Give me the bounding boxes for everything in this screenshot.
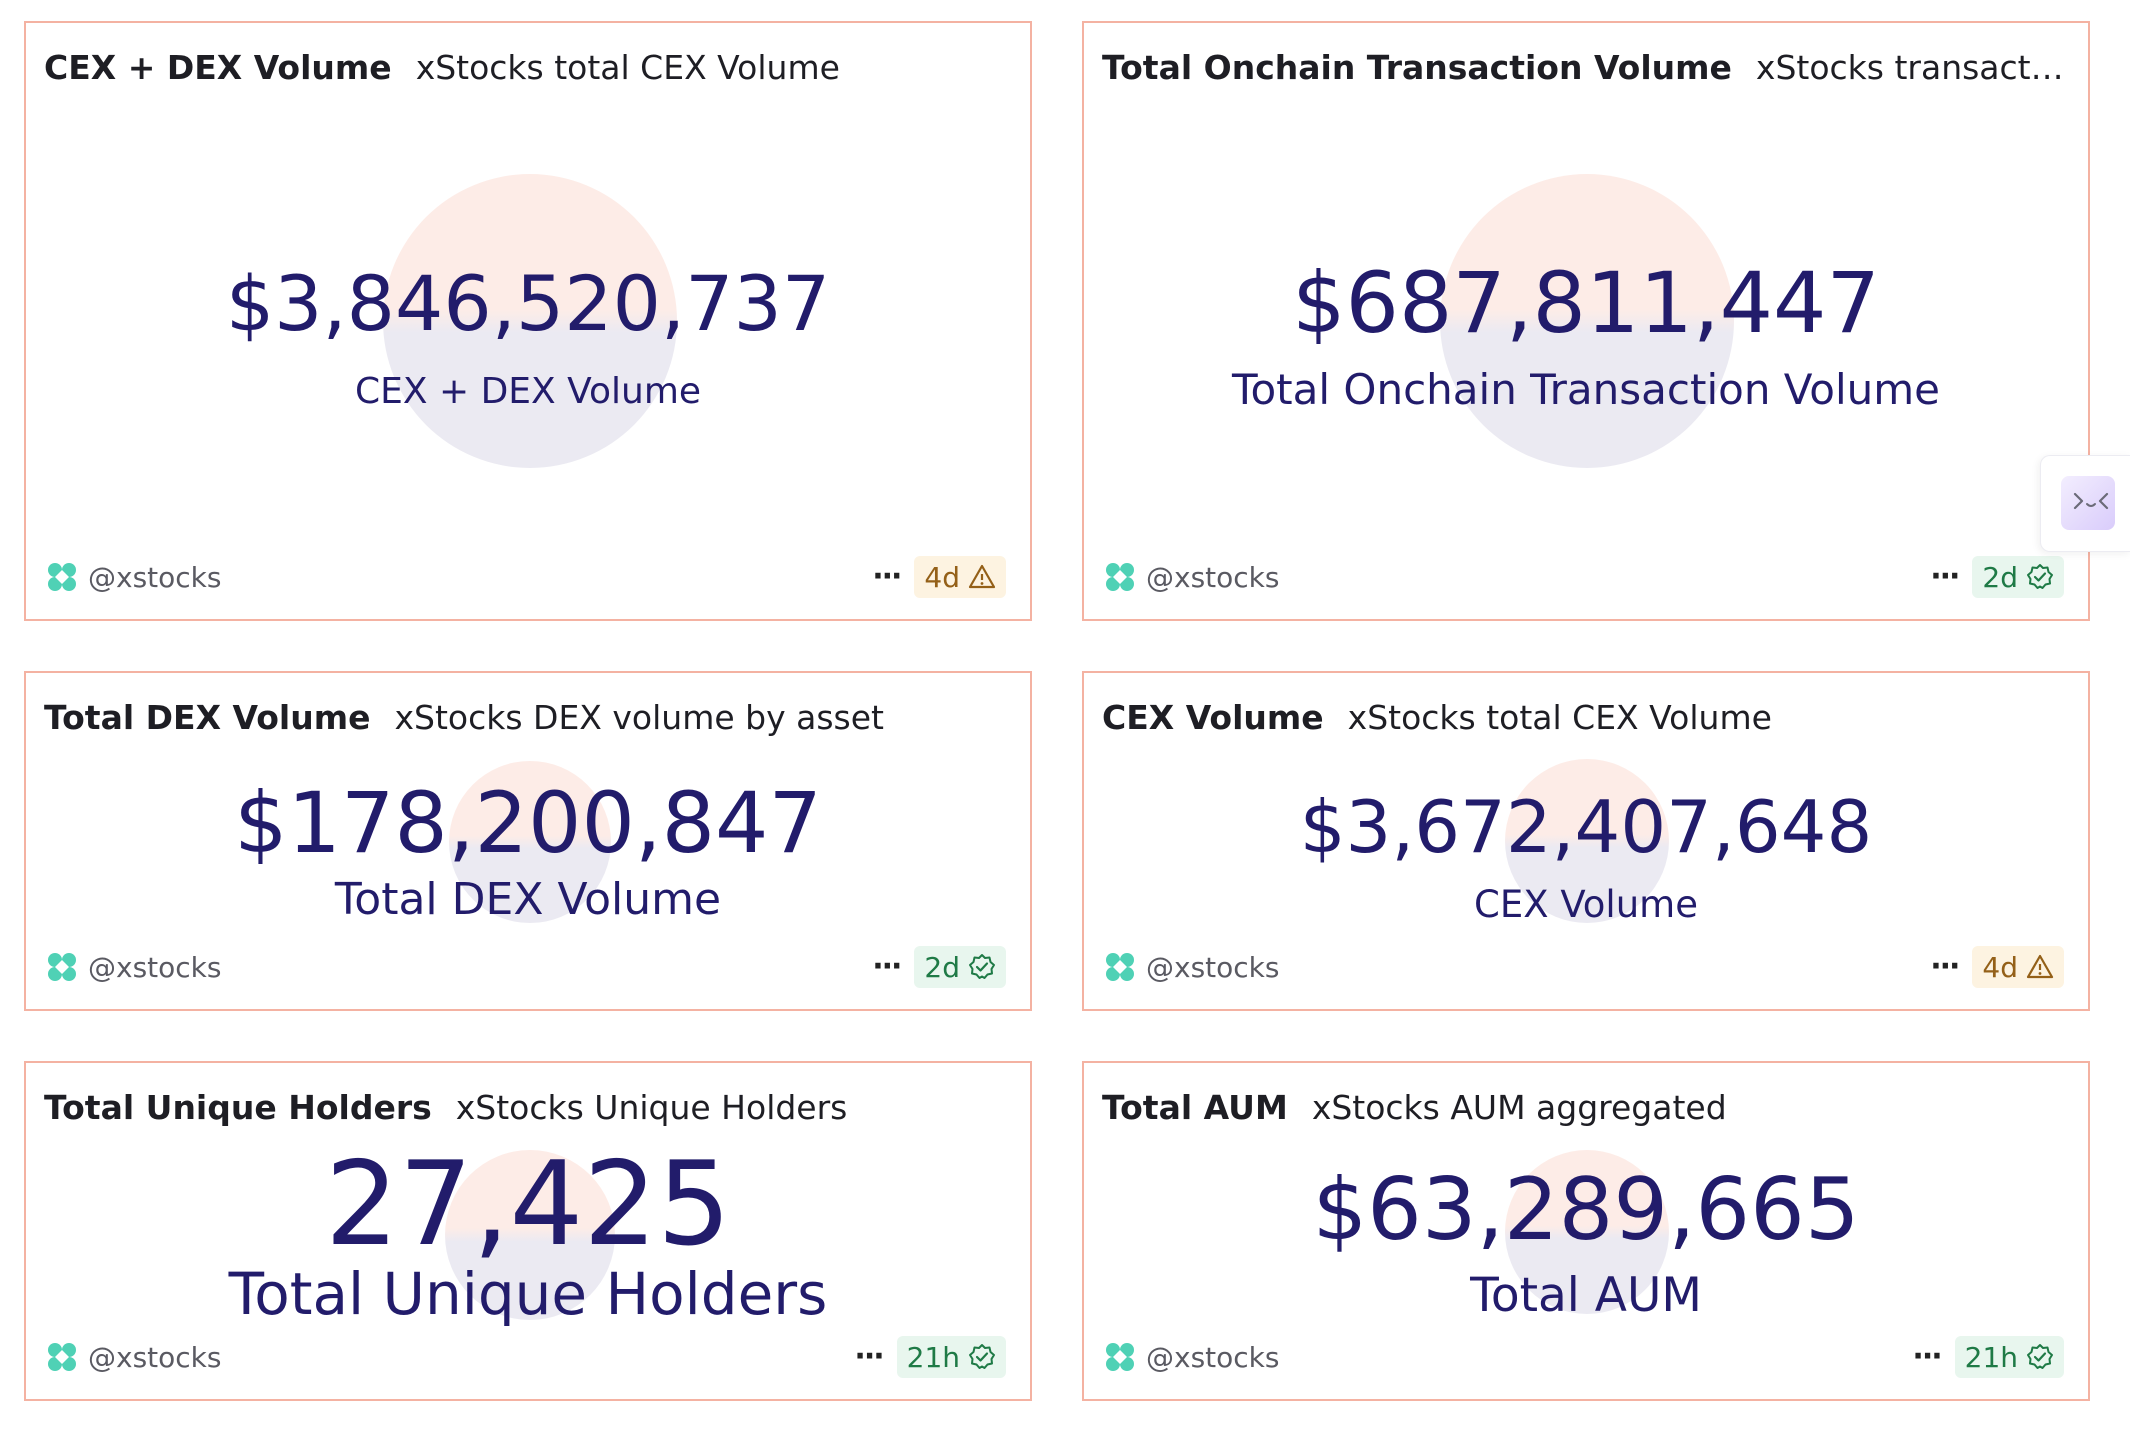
card-title[interactable]: Total Unique Holders [44, 1088, 432, 1127]
verified-check-icon [969, 1344, 995, 1369]
footer-actions: ··· 21h [1912, 1335, 2064, 1379]
verified-check-icon [969, 954, 995, 979]
card-footer: @xstocks ··· 21h [1104, 1335, 2064, 1379]
metric-label: Total Onchain Transaction Volume [1231, 365, 1941, 414]
more-options-button[interactable]: ··· [1930, 559, 1960, 594]
counter-card-cex-volume[interactable]: CEX Volume xStocks total CEX Volume $3,67… [1082, 671, 2090, 1011]
footer-actions: ··· 21h [854, 1335, 1006, 1379]
author-name: @xstocks [88, 1340, 222, 1374]
footer-actions: ··· 4d [1930, 945, 2064, 989]
warning-icon [968, 564, 996, 589]
freshness-age: 21h [906, 1340, 960, 1374]
dune-watermark-logo [383, 174, 677, 468]
author[interactable]: @xstocks [1104, 945, 1279, 989]
more-options-button[interactable]: ··· [1912, 1339, 1942, 1374]
xstocks-logo-icon [1106, 563, 1134, 591]
metric-value: 27,425 [325, 1137, 731, 1272]
more-options-button[interactable]: ··· [854, 1339, 884, 1374]
metric-value: $687,811,447 [1292, 254, 1880, 352]
dune-watermark-logo [1505, 759, 1669, 923]
metric-value: $63,289,665 [1312, 1160, 1860, 1260]
freshness-age: 21h [1964, 1340, 2018, 1374]
author[interactable]: @xstocks [46, 945, 221, 989]
freshness-age: 4d [924, 560, 960, 594]
dune-watermark-logo [1505, 1150, 1669, 1314]
freshness-badge[interactable]: 4d [1972, 946, 2064, 988]
more-options-button[interactable]: ··· [872, 949, 902, 984]
xstocks-logo-icon [48, 953, 76, 981]
metric-value: $178,200,847 [234, 774, 822, 872]
footer-actions: ··· 2d [872, 945, 1006, 989]
author-name: @xstocks [1146, 560, 1280, 594]
metric-label: Total AUM [1470, 1268, 1702, 1323]
card-title[interactable]: CEX Volume [1102, 698, 1324, 737]
freshness-age: 2d [1982, 560, 2018, 594]
card-subtitle: xStocks transaction vol... [1755, 48, 2070, 87]
xstocks-logo-icon [48, 1343, 76, 1371]
author[interactable]: @xstocks [1104, 1335, 1279, 1379]
footer-actions: ··· 4d [872, 555, 1006, 599]
card-subtitle: xStocks Unique Holders [455, 1088, 848, 1127]
card-title[interactable]: CEX + DEX Volume [44, 48, 392, 87]
metric-value: $3,672,407,648 [1299, 785, 1873, 869]
card-footer: @xstocks ··· 4d [46, 555, 1006, 599]
xstocks-logo-icon [1106, 953, 1134, 981]
more-options-button[interactable]: ··· [1930, 949, 1960, 984]
freshness-badge[interactable]: 2d [1972, 556, 2064, 598]
card-title[interactable]: Total DEX Volume [44, 698, 371, 737]
card-header: Total Unique Holders xStocks Unique Holde… [44, 1087, 1012, 1129]
author-name: @xstocks [1146, 950, 1280, 984]
toggle-background [2061, 476, 2115, 530]
freshness-badge[interactable]: 4d [914, 556, 1006, 598]
collapse-sidebar-toggle[interactable] [2040, 455, 2130, 552]
card-header: CEX Volume xStocks total CEX Volume [1102, 697, 2070, 739]
metric-label: CEX + DEX Volume [354, 371, 702, 412]
dune-watermark-logo [1440, 174, 1734, 468]
author[interactable]: @xstocks [1104, 555, 1279, 599]
counter-card-cex-dex-volume[interactable]: CEX + DEX Volume xStocks total CEX Volume… [24, 21, 1032, 621]
dune-watermark-logo [445, 1150, 615, 1320]
verified-check-icon [2027, 1344, 2053, 1369]
card-header: Total Onchain Transaction Volume xStocks … [1102, 47, 2070, 89]
metric-label: Total DEX Volume [334, 874, 722, 925]
card-subtitle: xStocks AUM aggregated [1311, 1088, 1727, 1127]
freshness-badge[interactable]: 21h [896, 1336, 1006, 1378]
freshness-badge[interactable]: 21h [1954, 1336, 2064, 1378]
card-footer: @xstocks ··· 2d [46, 945, 1006, 989]
metric-value: $3,846,520,737 [225, 259, 831, 348]
counter-card-unique-holders[interactable]: Total Unique Holders xStocks Unique Holde… [24, 1061, 1032, 1401]
author[interactable]: @xstocks [46, 1335, 221, 1379]
card-header: Total DEX Volume xStocks DEX volume by as… [44, 697, 1012, 739]
collapse-arrows-icon [2073, 492, 2109, 510]
freshness-age: 4d [1982, 950, 2018, 984]
author-name: @xstocks [88, 560, 222, 594]
author[interactable]: @xstocks [46, 555, 221, 599]
card-subtitle: xStocks total CEX Volume [415, 48, 840, 87]
card-footer: @xstocks ··· 4d [1104, 945, 2064, 989]
card-subtitle: xStocks DEX volume by asset [394, 698, 884, 737]
counter-card-total-aum[interactable]: Total AUM xStocks AUM aggregated $63,289,… [1082, 1061, 2090, 1401]
counter-card-onchain-transaction-volume[interactable]: Total Onchain Transaction Volume xStocks … [1082, 21, 2090, 621]
card-title[interactable]: Total Onchain Transaction Volume [1102, 48, 1732, 87]
xstocks-logo-icon [1106, 1343, 1134, 1371]
metric-label: Total Unique Holders [228, 1260, 828, 1328]
more-options-button[interactable]: ··· [872, 559, 902, 594]
freshness-badge[interactable]: 2d [914, 946, 1006, 988]
author-name: @xstocks [88, 950, 222, 984]
warning-icon [2026, 954, 2054, 979]
xstocks-logo-icon [48, 563, 76, 591]
card-title[interactable]: Total AUM [1102, 1088, 1288, 1127]
freshness-age: 2d [924, 950, 960, 984]
card-subtitle: xStocks total CEX Volume [1347, 698, 1772, 737]
card-header: Total AUM xStocks AUM aggregated [1102, 1087, 2070, 1129]
card-header: CEX + DEX Volume xStocks total CEX Volume [44, 47, 1012, 89]
verified-check-icon [2027, 564, 2053, 589]
card-footer: @xstocks ··· 21h [46, 1335, 1006, 1379]
metric-label: CEX Volume [1474, 883, 1698, 926]
author-name: @xstocks [1146, 1340, 1280, 1374]
counter-card-dex-volume[interactable]: Total DEX Volume xStocks DEX volume by as… [24, 671, 1032, 1011]
dune-watermark-logo [449, 761, 611, 923]
card-footer: @xstocks ··· 2d [1104, 555, 2064, 599]
footer-actions: ··· 2d [1930, 555, 2064, 599]
